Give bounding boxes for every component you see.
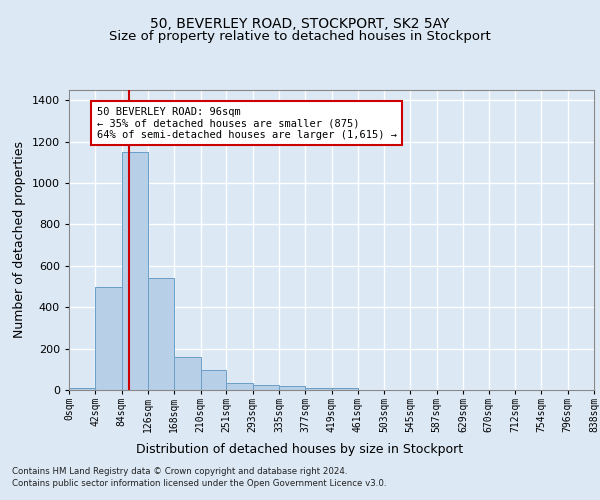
Text: Contains public sector information licensed under the Open Government Licence v3: Contains public sector information licen… bbox=[12, 479, 386, 488]
Bar bbox=[305, 388, 332, 390]
Bar bbox=[174, 357, 200, 390]
Text: Size of property relative to detached houses in Stockport: Size of property relative to detached ho… bbox=[109, 30, 491, 43]
Text: 50, BEVERLEY ROAD, STOCKPORT, SK2 5AY: 50, BEVERLEY ROAD, STOCKPORT, SK2 5AY bbox=[151, 18, 449, 32]
Text: Distribution of detached houses by size in Stockport: Distribution of detached houses by size … bbox=[136, 442, 464, 456]
Text: 50 BEVERLEY ROAD: 96sqm
← 35% of detached houses are smaller (875)
64% of semi-d: 50 BEVERLEY ROAD: 96sqm ← 35% of detache… bbox=[97, 106, 397, 140]
Bar bbox=[332, 388, 358, 390]
Bar bbox=[253, 386, 279, 390]
Bar bbox=[226, 383, 253, 390]
Bar bbox=[95, 286, 122, 390]
Bar bbox=[200, 370, 226, 390]
Text: Contains HM Land Registry data © Crown copyright and database right 2024.: Contains HM Land Registry data © Crown c… bbox=[12, 468, 347, 476]
Y-axis label: Number of detached properties: Number of detached properties bbox=[13, 142, 26, 338]
Bar bbox=[148, 278, 174, 390]
Bar bbox=[279, 386, 305, 390]
Bar bbox=[122, 152, 148, 390]
Bar bbox=[69, 388, 95, 390]
